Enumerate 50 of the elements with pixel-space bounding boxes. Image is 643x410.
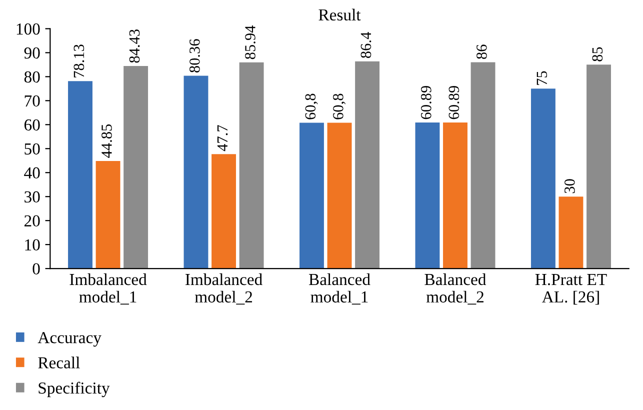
bar (355, 61, 380, 269)
data-label: 44.85 (102, 124, 112, 158)
data-label: 84.43 (129, 29, 140, 63)
y-tick-label: 90 (24, 47, 40, 59)
data-label: 47.7 (217, 125, 228, 152)
y-tick-label: 10 (25, 239, 40, 251)
bar (327, 122, 352, 269)
legend-label: Accuracy (38, 332, 102, 347)
bar (470, 62, 496, 269)
data-label: 60,8 (333, 94, 346, 120)
bar (558, 196, 584, 269)
bar (300, 122, 324, 269)
y-tick-label: 100 (16, 23, 40, 35)
bar (443, 122, 468, 269)
bar (586, 64, 611, 269)
bar (96, 160, 120, 269)
bar (239, 62, 264, 269)
bar (68, 81, 92, 269)
y-tick-label: 50 (24, 143, 40, 155)
data-label: 86 (476, 44, 487, 59)
bar (415, 122, 440, 269)
x-tick-label: Balanced model_1 (308, 273, 370, 305)
y-tick-label: 40 (24, 167, 40, 179)
y-tick-label: 20 (24, 215, 40, 227)
bar (212, 154, 236, 269)
y-tick-label: 0 (32, 263, 40, 274)
data-label: 86.4 (360, 32, 372, 58)
data-label: 80.36 (190, 39, 200, 72)
data-label: 60,8 (305, 94, 318, 120)
data-label: 85 (592, 47, 603, 62)
data-label: 30 (564, 179, 575, 194)
x-tick-label: Balanced model_2 (424, 273, 486, 305)
data-label: 60.89 (420, 86, 432, 120)
data-label: 85.94 (245, 26, 256, 60)
x-tick-label: H.Pratt ET AL. [26] (535, 274, 607, 305)
bar (530, 88, 556, 269)
bar (184, 76, 208, 269)
x-tick-label: Imbalanced model_1 (70, 273, 147, 305)
x-tick-label: Imbalanced model_2 (185, 273, 262, 305)
bar (124, 66, 148, 269)
data-label: 78.13 (74, 44, 84, 78)
data-label: 75 (536, 71, 548, 85)
legend-label: Specificity (38, 382, 110, 398)
legend-label: Recall (38, 356, 80, 368)
y-tick-label: 30 (24, 191, 40, 203)
y-tick-label: 70 (24, 95, 40, 107)
y-tick-label: 80 (24, 71, 40, 83)
y-tick-label: 60 (24, 119, 40, 131)
data-label: 60.89 (448, 86, 460, 120)
chart-title: Result (318, 8, 361, 21)
